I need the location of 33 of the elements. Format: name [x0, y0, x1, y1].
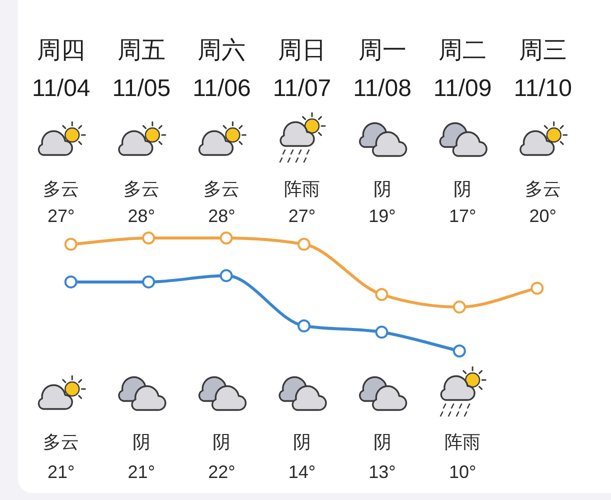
data-label: 阵雨 27° — [284, 179, 320, 226]
point — [530, 282, 544, 295]
point — [64, 275, 78, 288]
data-label: 多云 27° — [43, 179, 80, 226]
x-tick-label: 周二 11/09 — [433, 37, 492, 102]
data-label: 多云 21° — [43, 432, 80, 482]
point — [452, 300, 466, 314]
data-label: 阴 21° — [128, 432, 156, 482]
data-label: 多云 20° — [524, 179, 561, 226]
x-tick-label: 周三 11/10 — [514, 37, 572, 102]
point — [64, 238, 78, 251]
point — [142, 232, 156, 244]
x-tick-label: 周四 11/04 — [32, 37, 90, 102]
point — [220, 269, 233, 282]
point — [298, 319, 310, 332]
data-label: 阴 17° — [448, 179, 476, 226]
data-label: 阴 14° — [288, 432, 316, 482]
point — [452, 344, 466, 358]
point — [220, 232, 233, 244]
point — [298, 238, 310, 251]
data-label: 阴 19° — [368, 179, 396, 226]
point — [375, 326, 388, 339]
x-tick-label: 周一 11/08 — [353, 37, 412, 102]
x-tick-label: 周日 11/07 — [272, 37, 332, 102]
data-label: 多云 28° — [123, 179, 160, 226]
data-label: 阵雨 10° — [444, 432, 481, 482]
x-tick-label: 周六 11/06 — [192, 37, 251, 102]
point — [375, 288, 388, 301]
data-label: 阴 22° — [208, 432, 236, 482]
data-label: 阴 13° — [368, 432, 396, 482]
x-tick-label: 周五 11/05 — [112, 37, 171, 102]
data-label: 多云 28° — [204, 179, 240, 226]
point — [142, 275, 156, 288]
